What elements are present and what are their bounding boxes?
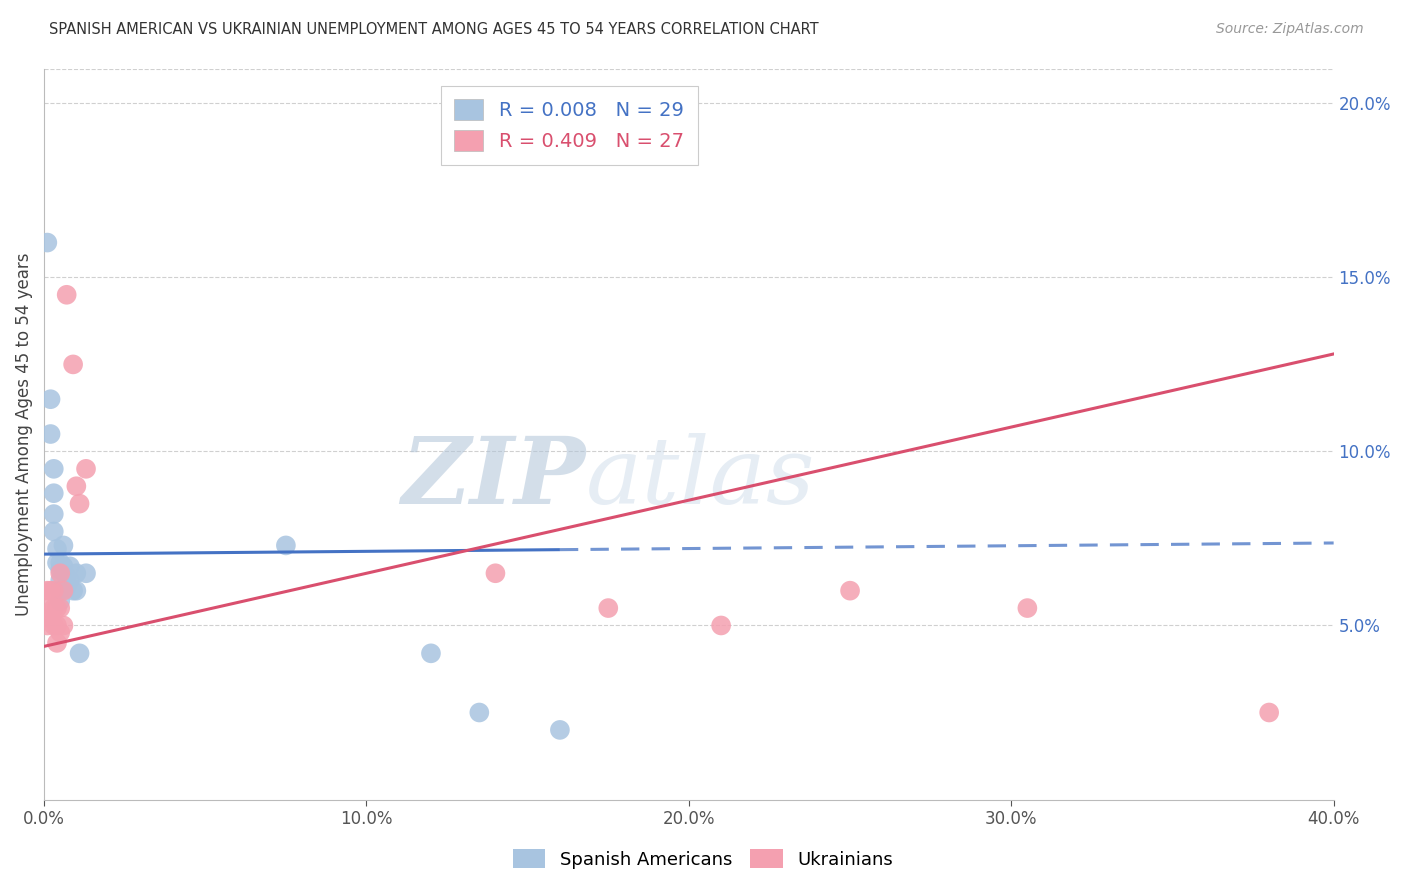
Point bbox=[37, 618, 59, 632]
Point bbox=[49, 573, 72, 587]
Point bbox=[59, 573, 82, 587]
Point bbox=[42, 618, 65, 632]
Point bbox=[839, 583, 862, 598]
Point bbox=[52, 538, 75, 552]
Point bbox=[42, 583, 65, 598]
Point bbox=[49, 566, 72, 581]
Point bbox=[710, 618, 733, 632]
Point bbox=[484, 566, 506, 581]
Point bbox=[75, 566, 97, 581]
Point bbox=[39, 392, 62, 407]
Point bbox=[55, 287, 77, 301]
Point bbox=[46, 541, 69, 556]
Point bbox=[42, 462, 65, 476]
Point bbox=[39, 583, 62, 598]
Point bbox=[39, 427, 62, 442]
Point bbox=[69, 646, 91, 660]
Point bbox=[55, 570, 77, 584]
Point bbox=[49, 601, 72, 615]
Point bbox=[59, 559, 82, 574]
Point bbox=[37, 583, 59, 598]
Legend: R = 0.008   N = 29, R = 0.409   N = 27: R = 0.008 N = 29, R = 0.409 N = 27 bbox=[440, 86, 697, 165]
Y-axis label: Unemployment Among Ages 45 to 54 years: Unemployment Among Ages 45 to 54 years bbox=[15, 252, 32, 615]
Point bbox=[46, 556, 69, 570]
Point bbox=[46, 601, 69, 615]
Text: Source: ZipAtlas.com: Source: ZipAtlas.com bbox=[1216, 22, 1364, 37]
Point bbox=[46, 636, 69, 650]
Point bbox=[598, 601, 620, 615]
Point bbox=[1017, 601, 1039, 615]
Point bbox=[42, 507, 65, 521]
Point bbox=[42, 486, 65, 500]
Point bbox=[39, 611, 62, 625]
Point bbox=[65, 479, 87, 493]
Point bbox=[548, 723, 571, 737]
Text: SPANISH AMERICAN VS UKRAINIAN UNEMPLOYMENT AMONG AGES 45 TO 54 YEARS CORRELATION: SPANISH AMERICAN VS UKRAINIAN UNEMPLOYME… bbox=[49, 22, 818, 37]
Point bbox=[55, 580, 77, 594]
Point bbox=[69, 497, 91, 511]
Point bbox=[274, 538, 297, 552]
Point bbox=[42, 524, 65, 539]
Point bbox=[49, 583, 72, 598]
Point bbox=[52, 559, 75, 574]
Legend: Spanish Americans, Ukrainians: Spanish Americans, Ukrainians bbox=[506, 842, 900, 876]
Point bbox=[468, 706, 491, 720]
Point bbox=[37, 235, 59, 250]
Point bbox=[65, 583, 87, 598]
Point bbox=[49, 594, 72, 608]
Point bbox=[49, 625, 72, 640]
Point bbox=[75, 462, 97, 476]
Point bbox=[1258, 706, 1281, 720]
Point bbox=[37, 601, 59, 615]
Point bbox=[42, 601, 65, 615]
Point bbox=[49, 563, 72, 577]
Text: atlas: atlas bbox=[586, 433, 815, 523]
Point bbox=[65, 566, 87, 581]
Point bbox=[46, 618, 69, 632]
Point bbox=[62, 583, 84, 598]
Point bbox=[52, 618, 75, 632]
Point bbox=[62, 358, 84, 372]
Point bbox=[52, 583, 75, 598]
Text: ZIP: ZIP bbox=[402, 433, 586, 523]
Point bbox=[49, 556, 72, 570]
Point bbox=[420, 646, 443, 660]
